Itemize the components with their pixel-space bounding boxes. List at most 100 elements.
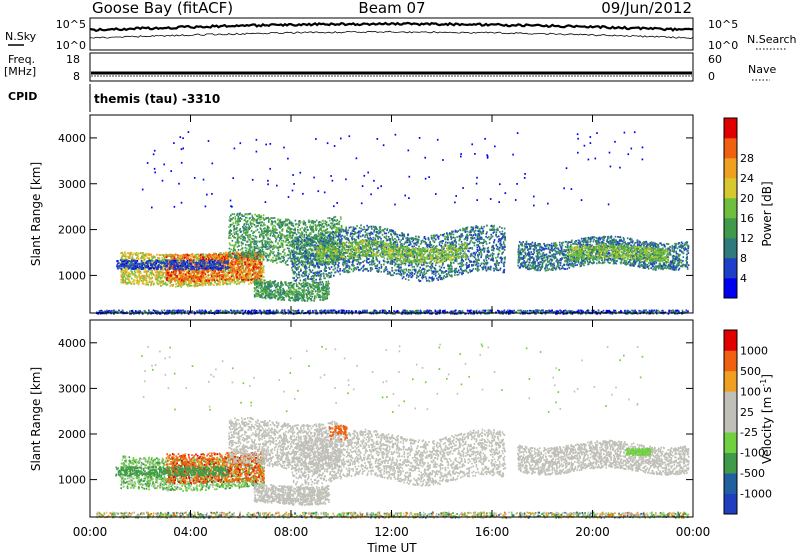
power-cell-2-401 <box>153 268 155 270</box>
power-cell-3-1094 <box>263 214 265 216</box>
power-cell-3-1258 <box>267 226 269 228</box>
power-cell-3-725 <box>321 231 323 233</box>
power-cell-0-47 <box>148 284 150 286</box>
power-cell-3-1325 <box>311 222 313 224</box>
power-cell-1-247 <box>186 271 188 273</box>
power-cell-3-1288 <box>274 254 276 256</box>
power-cell-3-1195 <box>229 231 231 233</box>
power-cell-3-1485 <box>256 247 258 249</box>
power-cell-2-418 <box>216 268 218 270</box>
power-cell-3-106 <box>234 216 236 218</box>
power-cell-0-1464 <box>147 253 149 255</box>
power-cell-2-231 <box>173 268 175 270</box>
power-cell-2-390 <box>150 264 152 266</box>
power-cell-1-779 <box>175 276 177 278</box>
power-cell-0-1332 <box>165 282 167 284</box>
power-cell-3-318 <box>272 242 274 244</box>
power-cell-2-336 <box>164 262 166 264</box>
power-cell-1-755 <box>236 276 238 278</box>
power-cell-1-614 <box>225 276 227 278</box>
frequency-label-2: [MHz] <box>4 65 36 78</box>
power-cell-3-1315 <box>256 221 258 223</box>
power-cell-1-593 <box>174 256 176 258</box>
power-cell-3-1362 <box>322 223 324 225</box>
power-cell-0-1693 <box>129 253 131 255</box>
power-cell-2-493 <box>191 264 193 266</box>
power-cell-3-1261 <box>289 236 291 238</box>
power-cell-3-536 <box>257 225 259 227</box>
power-cell-1-590 <box>203 257 205 259</box>
power-cell-1-817 <box>236 267 238 269</box>
power-cell-0-1423 <box>130 270 132 272</box>
power-cell-1-687 <box>166 275 168 277</box>
power-cell-1-793 <box>221 255 223 257</box>
power-cell-3-1367 <box>289 222 291 224</box>
power-cell-3-860 <box>256 215 258 217</box>
power-cell-3-1039 <box>295 220 297 222</box>
power-cell-3-1146 <box>246 241 248 243</box>
power-cell-0-1271 <box>134 270 136 272</box>
power-cell-3-427 <box>340 216 342 218</box>
power-cell-1-897 <box>255 260 257 262</box>
power-cell-2-169 <box>185 268 187 270</box>
power-cell-2-409 <box>161 261 163 263</box>
power-cell-1-892 <box>237 269 239 271</box>
power-cell-3-1283 <box>274 221 276 223</box>
power-cell-3-1001 <box>261 234 263 236</box>
power-cell-3-1058 <box>238 223 240 225</box>
power-cell-1-677 <box>249 274 251 276</box>
power-cell-2-364 <box>199 263 201 265</box>
power-cell-1-33 <box>170 281 172 283</box>
power-cell-2-465 <box>134 261 136 263</box>
power-cell-0-987 <box>205 254 207 256</box>
power-cell-0-1386 <box>263 272 265 274</box>
power-cell-1-268 <box>246 279 248 281</box>
power-cell-3-339 <box>279 240 281 242</box>
power-cell-2-382 <box>156 267 158 269</box>
power-cell-3-877 <box>305 224 307 226</box>
power-cell-3-1184 <box>285 241 287 243</box>
power-cell-3-710 <box>228 254 230 256</box>
power-cell-0-561 <box>136 252 138 254</box>
power-cell-2-150 <box>196 268 198 270</box>
power-cell-3-1358 <box>300 228 302 230</box>
power-cell-1-505 <box>224 274 226 276</box>
power-cell-0-1595 <box>163 254 165 256</box>
power-scatter <box>96 131 689 315</box>
power-cell-2-483 <box>155 260 157 262</box>
power-cell-1-806 <box>221 257 223 259</box>
power-cell-3-1479 <box>315 224 317 226</box>
power-cell-0-1740 <box>121 276 123 278</box>
power-cell-3-1227 <box>333 217 335 219</box>
power-cell-3-1433 <box>267 253 269 255</box>
power-cell-1-666 <box>187 276 189 278</box>
power-cell-3-1467 <box>230 218 232 220</box>
power-cell-3-954 <box>340 259 342 261</box>
power-cell-3-1465 <box>266 233 268 235</box>
power-cell-3-36 <box>230 215 232 217</box>
power-cell-3-1424 <box>286 230 288 232</box>
power-cell-3-579 <box>269 255 271 257</box>
power-cell-3-781 <box>263 259 265 261</box>
power-cell-1-322 <box>171 271 173 273</box>
power-cell-3-700 <box>259 234 261 236</box>
power-cell-1-215 <box>236 260 238 262</box>
power-cell-3-820 <box>242 226 244 228</box>
power-cell-1-786 <box>186 278 188 280</box>
power-cell-1-719 <box>192 272 194 274</box>
power-cell-2-310 <box>182 268 184 270</box>
power-cell-0-1719 <box>249 277 251 279</box>
power-cell-3-1155 <box>338 222 340 224</box>
power-cell-3-381 <box>243 224 245 226</box>
power-cell-3-934 <box>246 255 248 257</box>
power-cell-3-87 <box>287 247 289 249</box>
power-cell-3-1052 <box>234 228 236 230</box>
power-cell-2-332 <box>212 261 214 263</box>
power-cell-3-1399 <box>291 222 293 224</box>
power-cell-3-814 <box>283 259 285 261</box>
power-cell-2-356 <box>148 265 150 267</box>
frequency-tick-bottom: 8 <box>73 70 80 83</box>
power-cell-2-463 <box>154 262 156 264</box>
power-cell-3-1490 <box>244 237 246 239</box>
power-cell-1-485 <box>250 259 252 261</box>
